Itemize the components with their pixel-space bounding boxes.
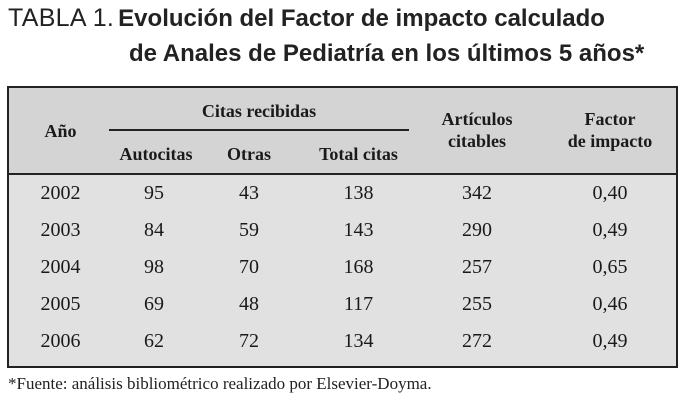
- cell-otras: 72: [239, 330, 259, 352]
- cell-otras: 48: [239, 293, 259, 315]
- cell-year: 2006: [40, 330, 81, 352]
- title-line-2: de Anales de Pediatría en los últimos 5 …: [8, 40, 678, 76]
- header-factor-line2: de impacto: [567, 131, 653, 151]
- cell-otras: 43: [239, 182, 259, 204]
- cell-total-citas: 168: [343, 256, 374, 278]
- cell-factor: 0,40: [592, 182, 628, 204]
- table-header: Año Citas recibidas Autocitas Otras Tota…: [9, 88, 676, 173]
- cell-articulos: 290: [462, 219, 492, 241]
- cell-year: 2002: [40, 182, 81, 204]
- cell-year: 2005: [40, 293, 81, 315]
- cell-articulos: 255: [462, 293, 492, 315]
- table-row: 2003 84 59 143 290 0,49: [9, 212, 676, 249]
- cell-articulos: 272: [462, 330, 492, 352]
- table-row: 2006 62 72 134 272 0,49: [9, 323, 676, 360]
- cell-year: 2004: [40, 256, 81, 278]
- cell-autocitas: 98: [144, 256, 164, 278]
- cell-factor: 0,65: [592, 256, 628, 278]
- cell-factor: 0,49: [592, 330, 628, 352]
- table-row: 2004 98 70 168 257 0,65: [9, 249, 676, 286]
- cell-autocitas: 62: [144, 330, 164, 352]
- cell-total-citas: 138: [343, 182, 374, 204]
- header-citas-recibidas: Citas recibidas: [201, 101, 317, 121]
- table-label: TABLA 1.: [8, 4, 115, 32]
- cell-otras: 70: [239, 256, 259, 278]
- cell-autocitas: 84: [144, 219, 164, 241]
- table-row: 2002 95 43 138 342 0,40: [9, 175, 676, 212]
- cell-factor: 0,46: [592, 293, 628, 315]
- cell-total-citas: 117: [343, 293, 374, 315]
- source-footnote: *Fuente: análisis bibliométrico realizad…: [8, 374, 432, 393]
- title-text-1: Evolución del Factor de impacto calculad…: [118, 5, 605, 32]
- cell-articulos: 257: [462, 256, 492, 278]
- cell-year: 2003: [40, 219, 81, 241]
- cell-otras: 59: [239, 219, 259, 241]
- title-line-1: TABLA 1. Evolución del Factor de impacto…: [8, 4, 678, 40]
- header-total-citas: Total citas: [319, 144, 398, 164]
- header-factor-line1: Factor: [584, 109, 636, 129]
- cell-articulos: 342: [462, 182, 492, 204]
- cell-total-citas: 143: [343, 219, 374, 241]
- header-factor-impacto: Factor de impacto: [554, 108, 666, 152]
- citas-group-divider: [109, 129, 409, 131]
- table-title: TABLA 1. Evolución del Factor de impacto…: [8, 4, 678, 76]
- header-articulos-line1: Artículos: [441, 109, 513, 129]
- table-row: 2005 69 48 117 255 0,46: [9, 286, 676, 323]
- header-autocitas: Autocitas: [119, 144, 193, 164]
- cell-total-citas: 134: [343, 330, 374, 352]
- header-otras: Otras: [227, 144, 271, 164]
- cell-autocitas: 69: [144, 293, 164, 315]
- header-divider: [9, 173, 676, 175]
- header-articulos-citables: Artículos citables: [417, 108, 537, 152]
- header-articulos-line2: citables: [448, 131, 506, 151]
- title-text-2: de Anales de Pediatría en los últimos 5 …: [129, 40, 645, 67]
- data-table: Año Citas recibidas Autocitas Otras Tota…: [7, 86, 678, 368]
- cell-factor: 0,49: [592, 219, 628, 241]
- header-year: Año: [44, 121, 77, 141]
- cell-autocitas: 95: [144, 182, 164, 204]
